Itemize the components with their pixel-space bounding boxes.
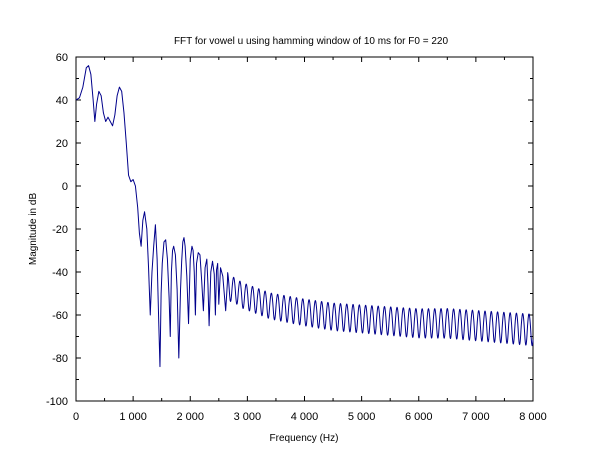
x-tick-label: 3 000 [234,411,262,423]
x-axis-title: Frequency (Hz) [270,433,339,444]
y-tick-label: -60 [52,310,68,322]
y-tick-label: -80 [52,353,68,365]
y-axis-title: Magnitude in dB [28,193,39,266]
x-tick-label: 4 000 [291,411,319,423]
x-tick-label: 6 000 [405,411,433,423]
x-tick-label: 2 000 [176,411,204,423]
y-tick-label: -100 [46,396,68,408]
y-tick-label: -40 [52,267,68,279]
y-tick-label: 20 [56,138,68,150]
axis-ticks: 0 1 000 2 000 3 000 4 000 5 000 6 000 7 000 8 00… [46,52,547,423]
y-tick-label: -20 [52,224,68,236]
x-tick-label: 0 [73,411,79,423]
x-tick-label: 8 000 [519,411,547,423]
x-tick-label: 1 000 [119,411,147,423]
y-tick-label: 60 [56,52,68,64]
plot-area [75,56,534,402]
x-tick-label: 7 000 [462,411,490,423]
chart-title: FFT for vowel u using hamming window of … [174,36,449,47]
spectrum-line [75,65,534,368]
x-tick-label: 5 000 [348,411,376,423]
y-tick-label: 0 [62,181,68,193]
y-tick-label: 40 [56,95,68,107]
